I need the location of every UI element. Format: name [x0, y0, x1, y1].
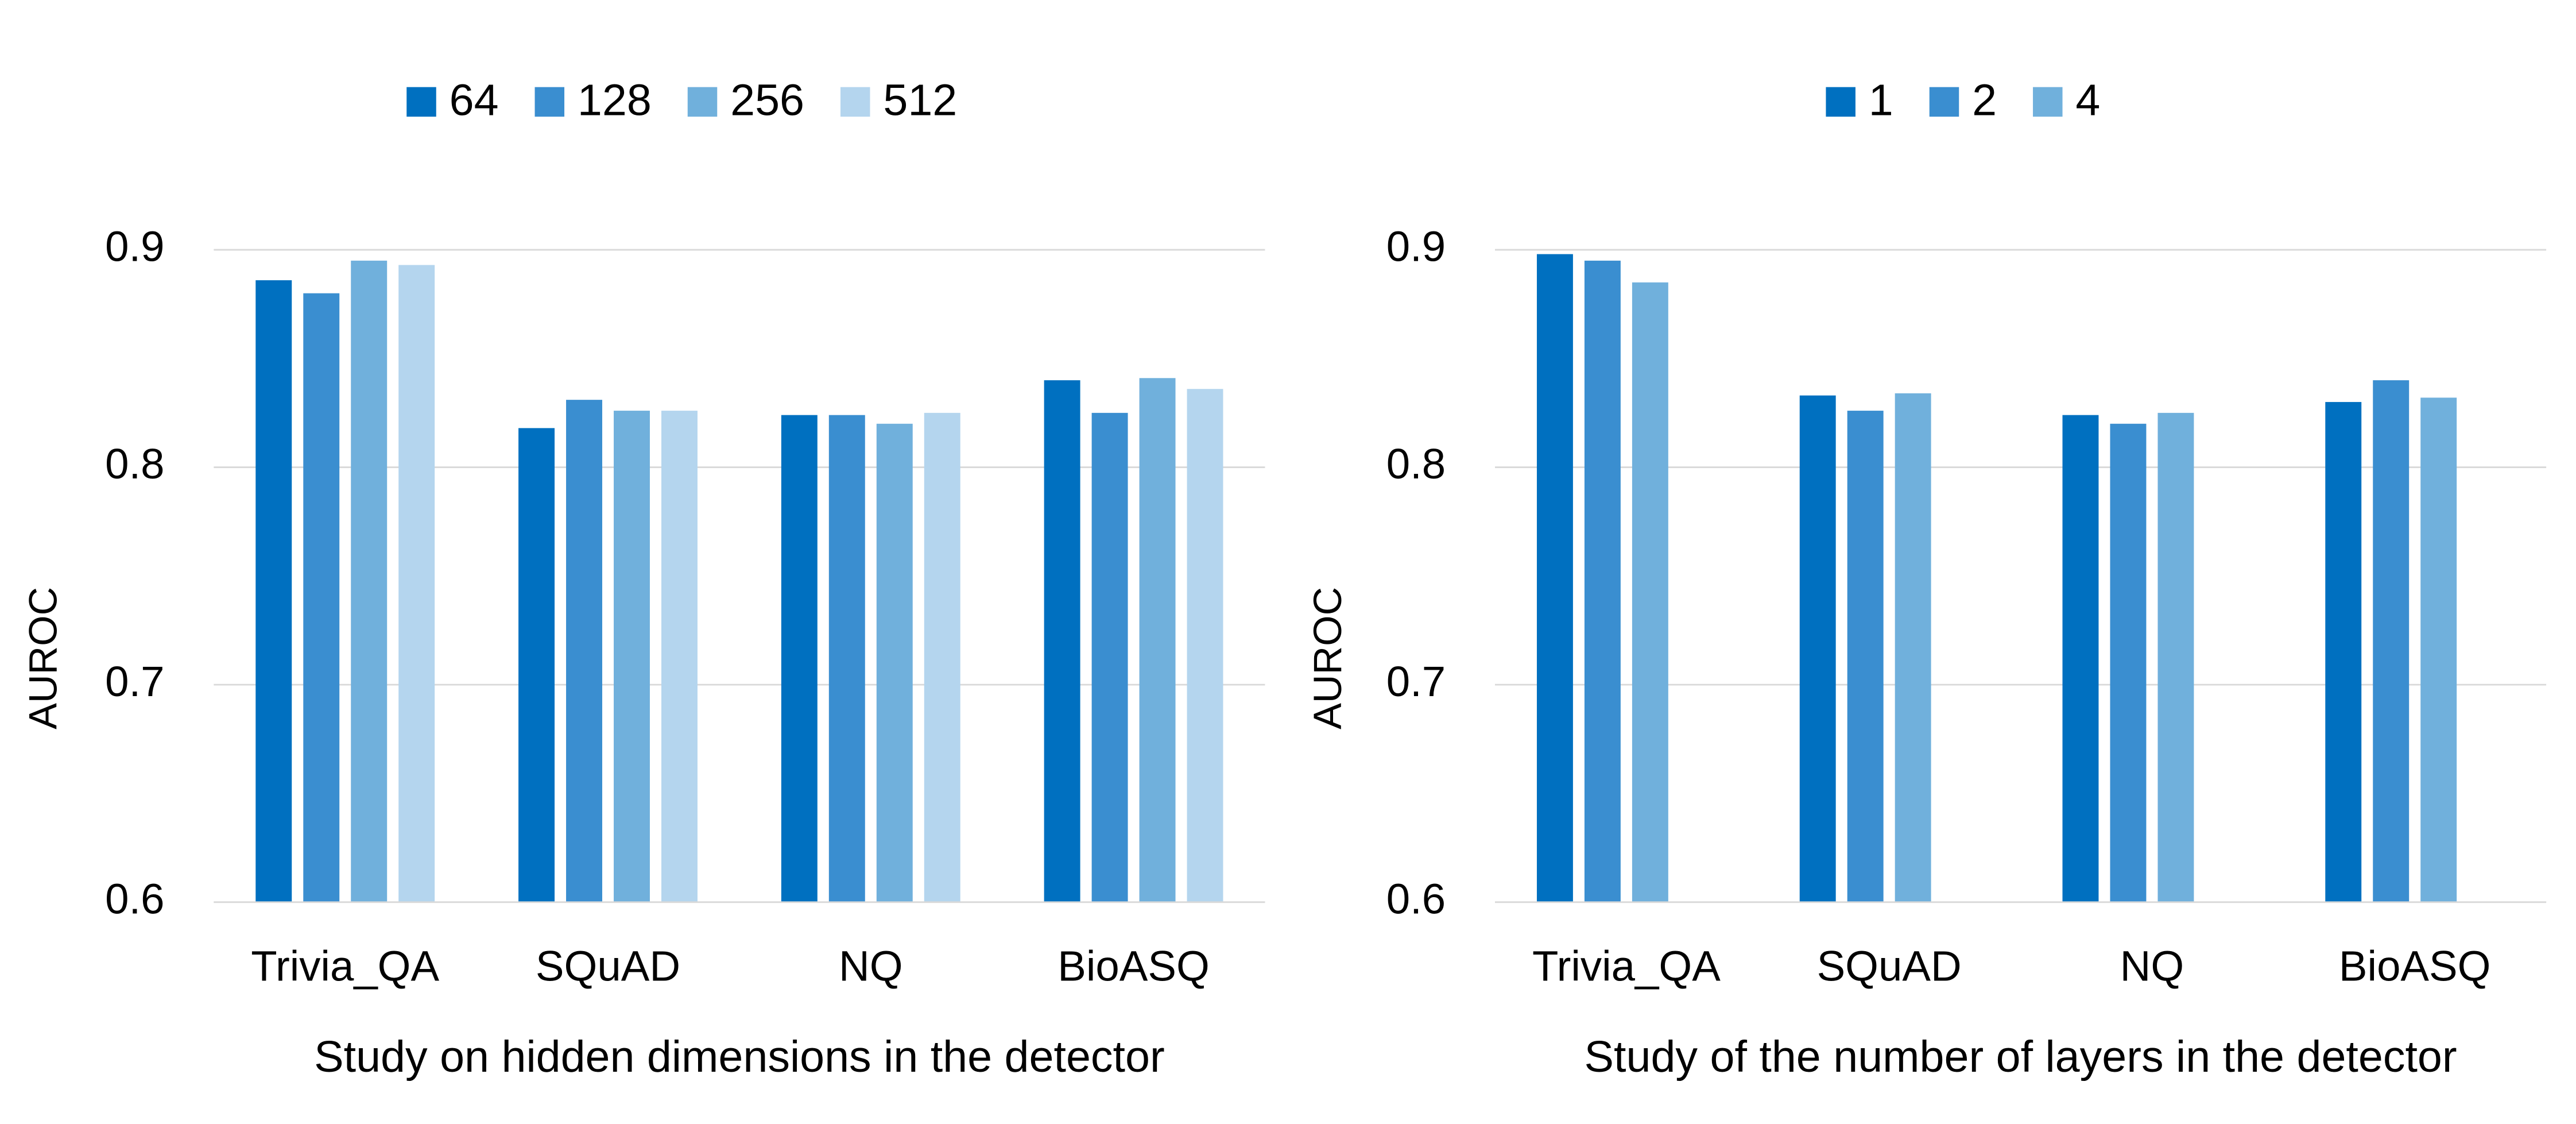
bar [661, 411, 698, 902]
bar [1187, 389, 1223, 902]
bar [566, 400, 602, 902]
legend-swatch [840, 87, 870, 117]
x-axis-title: Study on hidden dimensions in the detect… [314, 1032, 1165, 1081]
y-tick-label: 0.8 [1386, 440, 1446, 488]
bar [924, 412, 960, 902]
bar [1584, 260, 1621, 902]
x-tick-label: BioASQ [2339, 943, 2491, 990]
bar [2157, 412, 2194, 902]
legend-label: 64 [450, 76, 499, 125]
bar [398, 265, 435, 902]
y-tick-label: 0.7 [105, 658, 164, 705]
legend-swatch [687, 87, 718, 117]
bar [2373, 380, 2410, 902]
bar [351, 260, 388, 902]
bar [614, 411, 650, 902]
legend-label: 128 [578, 76, 652, 125]
bar [1536, 254, 1573, 902]
legend-label: 1 [1869, 76, 1893, 125]
bar [1139, 378, 1176, 902]
y-tick-label: 0.9 [1386, 223, 1446, 271]
y-tick-label: 0.7 [1386, 658, 1446, 705]
x-tick-label: BioASQ [1057, 943, 1210, 990]
legend-label: 4 [2075, 76, 2100, 125]
bar [518, 428, 555, 902]
bar [1632, 282, 1668, 902]
y-axis-title: AUROC [21, 587, 65, 729]
legend-swatch [1929, 87, 1959, 117]
bar [781, 415, 818, 902]
bar [828, 415, 865, 902]
legend-label: 512 [883, 76, 957, 125]
legend-label: 2 [1972, 76, 1997, 125]
bar [1044, 380, 1080, 902]
y-tick-label: 0.8 [105, 440, 164, 488]
legend-label: 256 [730, 76, 804, 125]
x-tick-label: NQ [839, 943, 903, 990]
y-tick-label: 0.6 [1386, 875, 1446, 922]
bar [255, 280, 292, 902]
legend-swatch [2033, 87, 2063, 117]
bar [1895, 393, 1931, 902]
x-tick-label: Trivia_QA [1532, 943, 1721, 990]
x-tick-label: Trivia_QA [251, 943, 439, 990]
bar [2325, 401, 2362, 902]
bar [2420, 397, 2457, 902]
bar [1847, 411, 1884, 902]
legend-swatch [534, 87, 565, 117]
y-tick-label: 0.9 [105, 223, 164, 271]
y-axis-title: AUROC [1306, 587, 1350, 729]
legend-swatch [1826, 87, 1856, 117]
bar [876, 423, 913, 902]
bar [2062, 415, 2099, 902]
bar [2110, 423, 2147, 902]
x-tick-label: SQuAD [1817, 943, 1962, 990]
bar [1091, 412, 1128, 902]
y-tick-label: 0.6 [105, 875, 164, 922]
x-tick-label: SQuAD [536, 943, 680, 990]
bar [303, 293, 340, 902]
x-tick-label: NQ [2120, 943, 2184, 990]
legend-swatch [406, 87, 436, 117]
x-axis-title: Study of the number of layers in the det… [1585, 1032, 2457, 1081]
bar [1799, 395, 1836, 902]
